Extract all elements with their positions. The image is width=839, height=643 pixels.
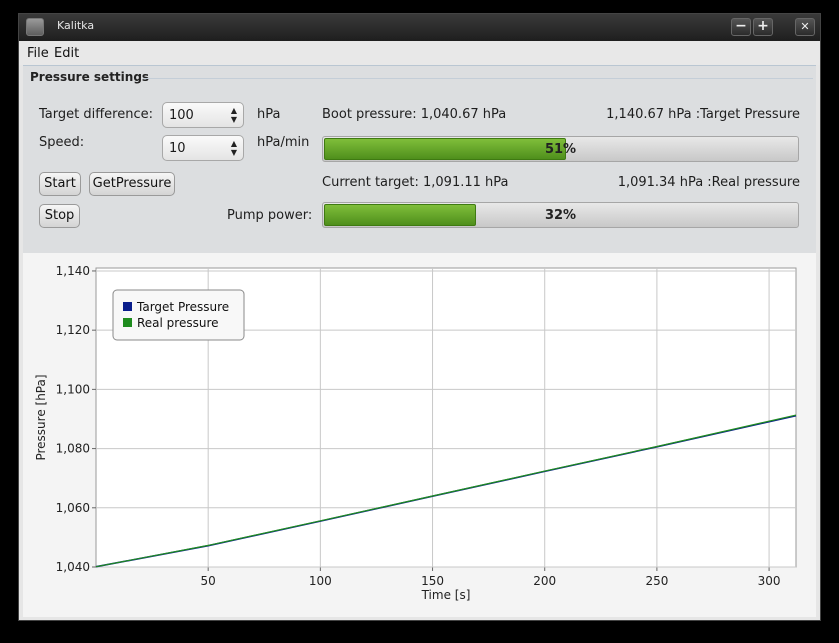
real-pressure-label: 1,091.34 hPa :Real pressure <box>617 175 800 190</box>
progress-text: 51% <box>544 142 577 157</box>
pressure-progress-bar: 51% <box>322 136 799 162</box>
menu-file[interactable]: File <box>27 46 49 61</box>
start-button[interactable]: Start <box>39 172 81 196</box>
pressure-chart: 50 100 150 200 250 300 1,040 1,060 1,080 1,100 1,1… <box>23 253 816 617</box>
settings-title: Pressure settings <box>30 70 150 84</box>
boot-pressure-label: Boot pressure: 1,040.67 hPa <box>322 107 507 122</box>
y-tick-label: 1,080 <box>56 442 90 456</box>
target-pressure-label: 1,140.67 hPa :Target Pressure <box>606 107 800 122</box>
legend-label: Real pressure <box>137 316 219 330</box>
spin-down-icon[interactable]: ▼ <box>230 115 237 124</box>
x-tick-label: 300 <box>758 574 781 588</box>
y-tick-label: 1,120 <box>56 323 90 337</box>
menu-bar: File Edit <box>19 41 820 65</box>
pump-power-text: 32% <box>544 208 577 223</box>
app-window: Kalitka − + ✕ File Edit Pressure setting… <box>18 13 821 621</box>
pump-power-fill <box>324 204 476 226</box>
title-bar[interactable]: Kalitka − + ✕ <box>19 14 820 41</box>
speed-unit: hPa/min <box>257 135 310 150</box>
app-icon <box>26 18 44 36</box>
speed-spinner[interactable]: 10 ▲ ▼ <box>162 135 244 161</box>
y-tick-label: 1,140 <box>56 264 90 278</box>
legend-swatch <box>123 302 132 311</box>
speed-label: Speed: <box>39 135 85 150</box>
minimize-button[interactable]: − <box>731 18 751 36</box>
progress-fill <box>324 138 567 160</box>
series-line-real-pressure <box>95 414 797 568</box>
x-axis-label: Time [s] <box>421 588 471 602</box>
y-tick-label: 1,060 <box>56 501 90 515</box>
target-difference-label: Target difference: <box>39 107 153 122</box>
settings-divider <box>143 78 813 79</box>
speed-value[interactable]: 10 <box>169 141 186 156</box>
legend-label: Target Pressure <box>136 300 229 314</box>
y-tick-label: 1,100 <box>56 382 90 396</box>
close-button[interactable]: ✕ <box>795 18 815 36</box>
stop-button[interactable]: Stop <box>39 204 80 228</box>
spin-up-icon[interactable]: ▲ <box>230 139 237 148</box>
y-tick-label: 1,040 <box>56 560 90 574</box>
x-tick-label: 150 <box>421 574 444 588</box>
pressure-settings-panel: Pressure settings Target difference: 100… <box>23 65 816 253</box>
legend-swatch <box>123 318 132 327</box>
target-difference-unit: hPa <box>257 107 281 122</box>
x-tick-label: 250 <box>645 574 668 588</box>
target-difference-value[interactable]: 100 <box>169 108 194 123</box>
pump-power-bar: 32% <box>322 202 799 228</box>
spin-down-icon[interactable]: ▼ <box>230 148 237 157</box>
target-difference-spinner[interactable]: 100 ▲ ▼ <box>162 102 244 128</box>
legend-box <box>112 289 245 341</box>
x-tick-label: 200 <box>533 574 556 588</box>
current-target-label: Current target: 1,091.11 hPa <box>322 175 509 190</box>
spin-up-icon[interactable]: ▲ <box>230 106 237 115</box>
maximize-button[interactable]: + <box>753 18 773 36</box>
window-title: Kalitka <box>57 19 95 32</box>
menu-edit[interactable]: Edit <box>54 46 80 61</box>
x-tick-label: 50 <box>201 574 216 588</box>
x-tick-label: 100 <box>309 574 332 588</box>
y-axis-label: Pressure [hPa] <box>34 374 48 460</box>
pump-power-label: Pump power: <box>227 208 313 223</box>
pressure-chart-svg: 50 100 150 200 250 300 1,040 1,060 1,080 1,100 1,1… <box>34 264 797 602</box>
getpressure-button[interactable]: GetPressure <box>89 172 175 196</box>
